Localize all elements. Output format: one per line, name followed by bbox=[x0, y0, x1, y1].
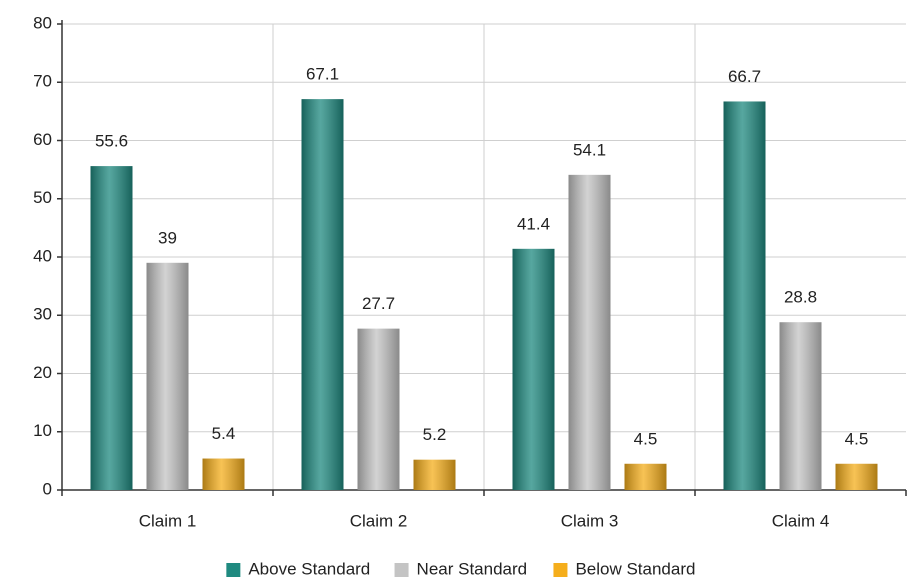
bar-shade bbox=[624, 463, 667, 490]
data-label: 28.8 bbox=[784, 288, 817, 307]
legend-swatch bbox=[553, 563, 568, 577]
legend-swatch bbox=[226, 563, 241, 577]
bar-shade bbox=[202, 458, 245, 490]
bar-shade bbox=[90, 166, 133, 490]
bar-shade bbox=[357, 328, 400, 490]
x-tick-label: Claim 3 bbox=[561, 511, 619, 530]
legend-swatch bbox=[394, 563, 409, 577]
bar-shade bbox=[146, 262, 189, 490]
y-tick-label: 20 bbox=[33, 363, 52, 382]
data-label: 4.5 bbox=[845, 429, 869, 448]
data-label: 55.6 bbox=[95, 132, 128, 151]
y-tick-label: 80 bbox=[33, 13, 52, 32]
x-tick-label: Claim 2 bbox=[350, 511, 408, 530]
data-label: 5.4 bbox=[212, 424, 236, 443]
bar-shade bbox=[779, 322, 822, 490]
data-label: 66.7 bbox=[728, 67, 761, 86]
data-label: 67.1 bbox=[306, 65, 339, 84]
bar-shade bbox=[568, 174, 611, 490]
bar-shade bbox=[413, 459, 456, 490]
data-label: 39 bbox=[158, 228, 177, 247]
legend-label: Below Standard bbox=[575, 559, 695, 578]
data-label: 5.2 bbox=[423, 425, 447, 444]
data-label: 54.1 bbox=[573, 140, 606, 159]
data-label: 4.5 bbox=[634, 429, 658, 448]
x-tick-label: Claim 4 bbox=[772, 511, 830, 530]
data-label: 27.7 bbox=[362, 294, 395, 313]
bar-shade bbox=[301, 99, 344, 490]
bar-shade bbox=[723, 101, 766, 490]
y-tick-label: 30 bbox=[33, 305, 52, 324]
y-tick-label: 50 bbox=[33, 188, 52, 207]
bar-shade bbox=[835, 463, 878, 490]
y-tick-label: 10 bbox=[33, 421, 52, 440]
y-tick-label: 60 bbox=[33, 130, 52, 149]
legend-label: Above Standard bbox=[248, 559, 370, 578]
y-tick-label: 70 bbox=[33, 72, 52, 91]
bar-shade bbox=[512, 248, 555, 490]
x-tick-label: Claim 1 bbox=[139, 511, 197, 530]
y-tick-label: 40 bbox=[33, 246, 52, 265]
y-tick-label: 0 bbox=[43, 479, 52, 498]
data-label: 41.4 bbox=[517, 214, 550, 233]
legend-label: Near Standard bbox=[417, 559, 528, 578]
